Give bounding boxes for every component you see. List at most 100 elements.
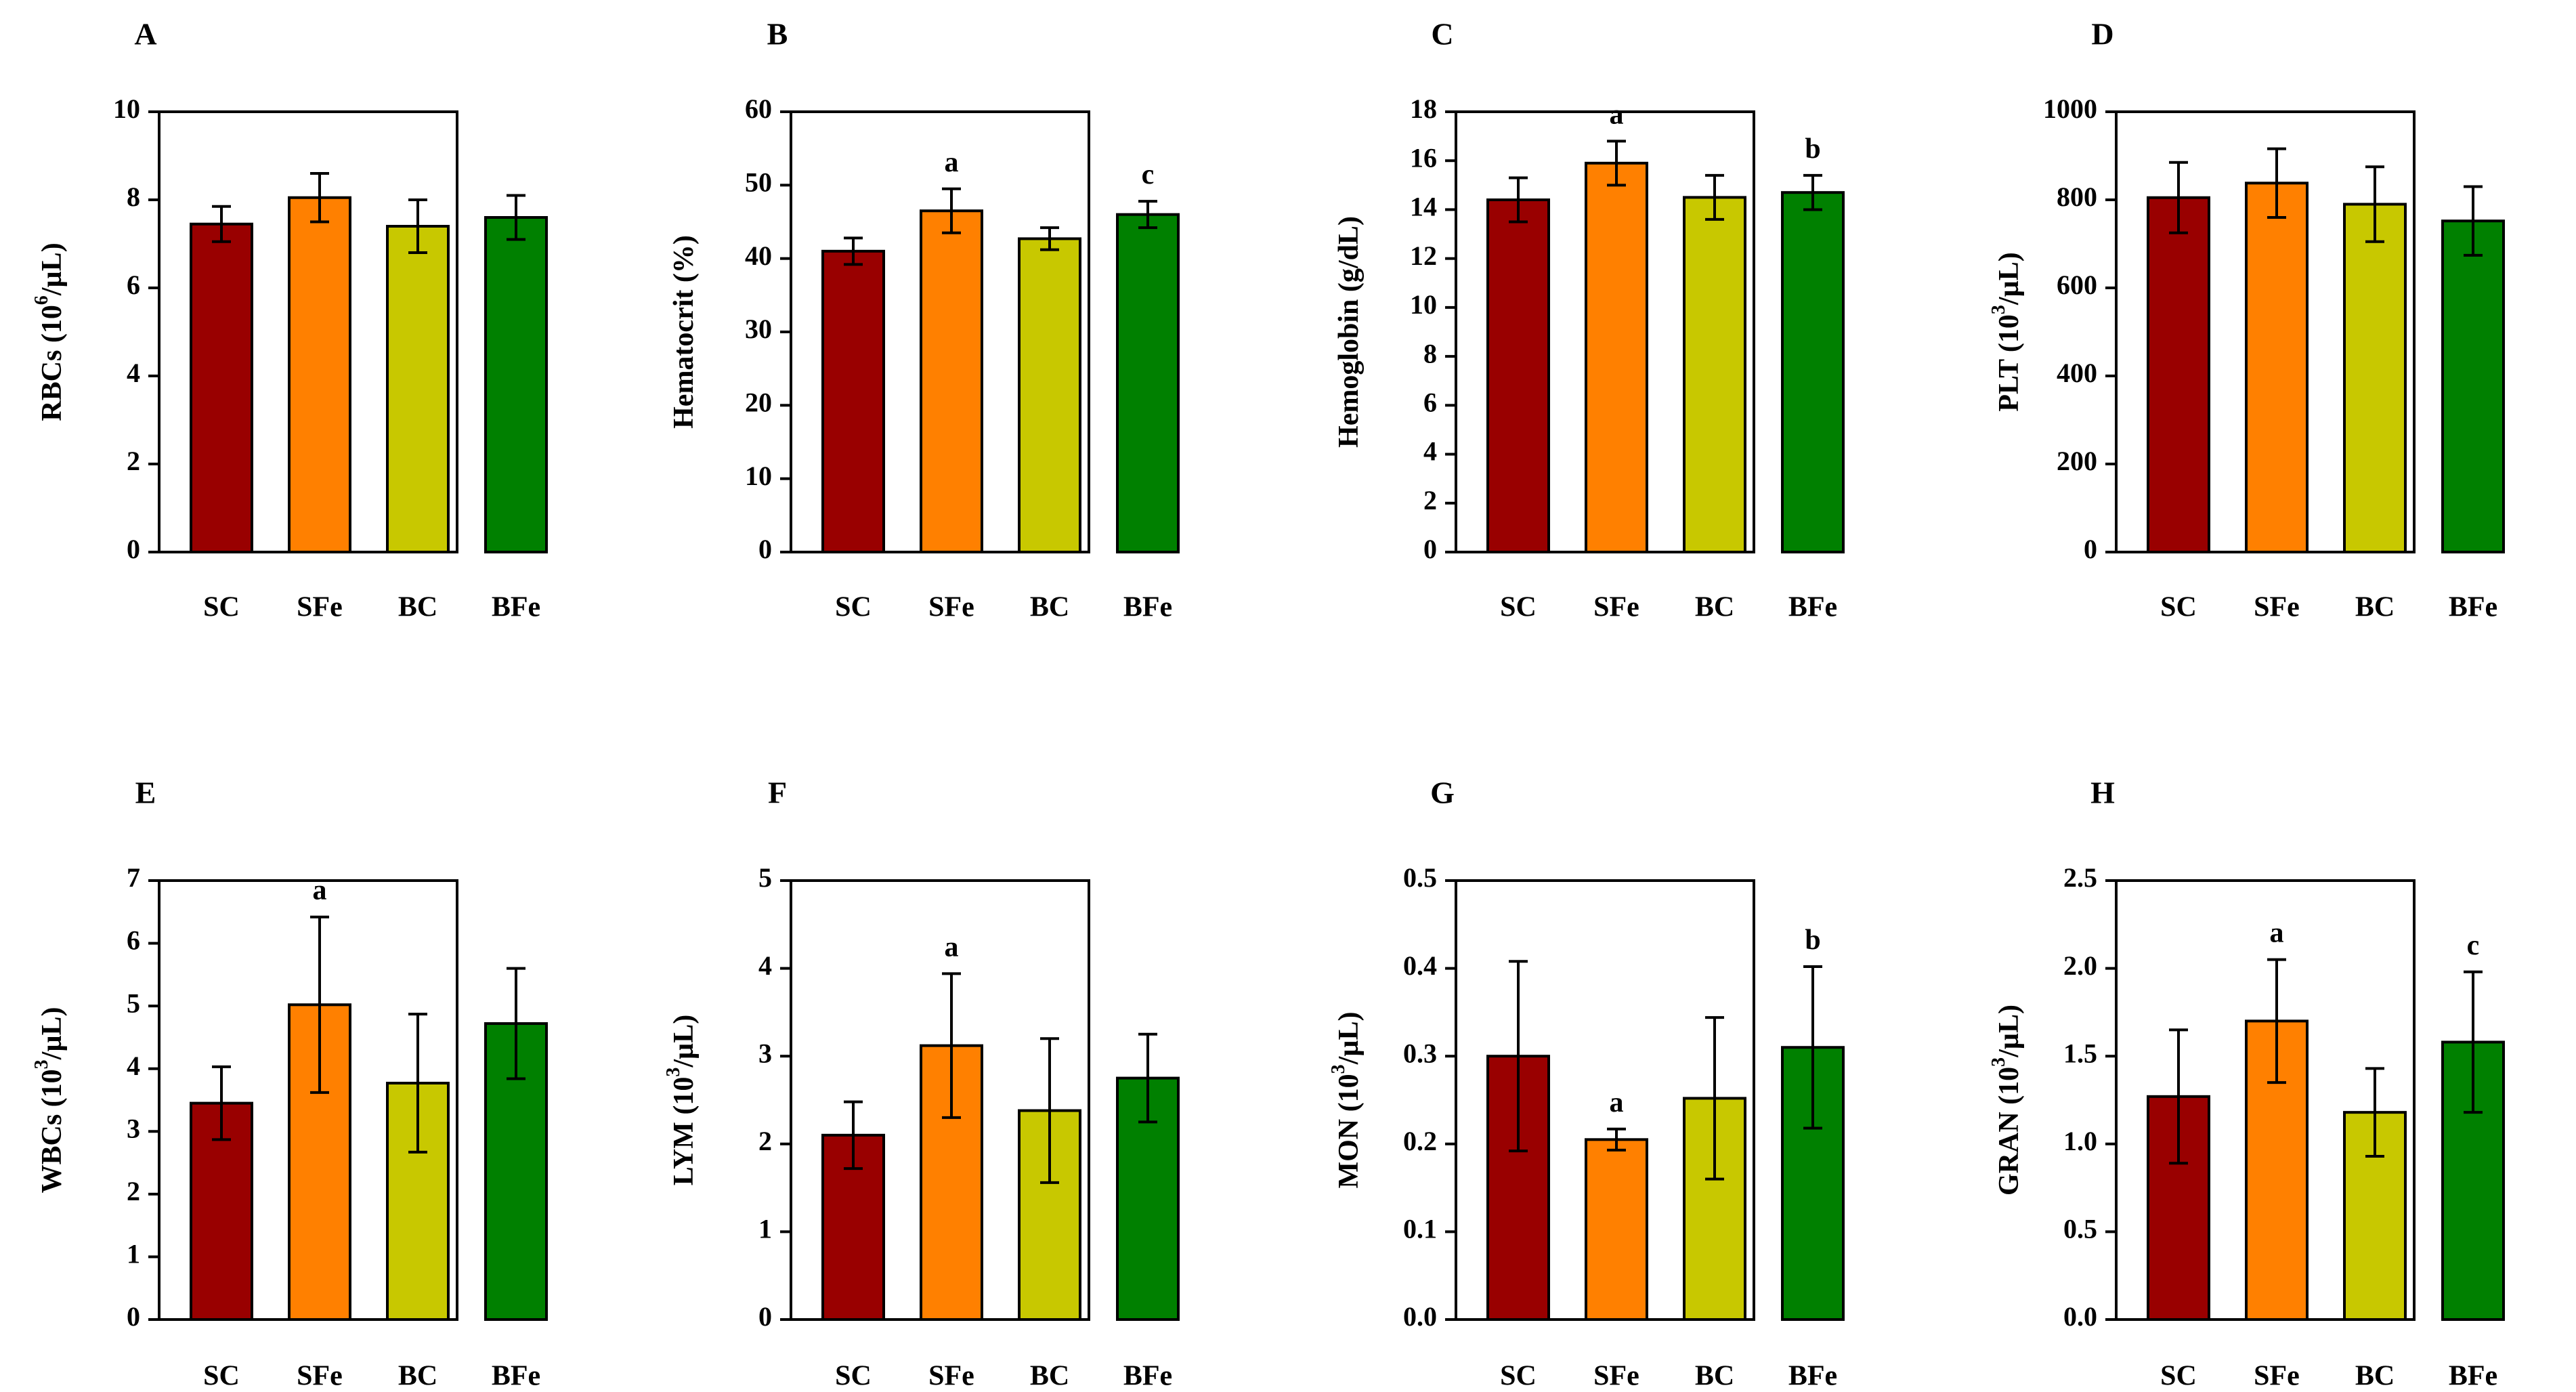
y-tick-label: 0 — [1423, 534, 1437, 564]
y-tick-label: 0 — [2084, 534, 2097, 564]
x-tick-label: SC — [2160, 592, 2197, 623]
x-tick-label: SC — [835, 592, 872, 623]
x-tick-label: BFe — [492, 592, 540, 623]
y-tick-label: 0.2 — [1403, 1126, 1437, 1156]
y-axis-label: RBCs (106/µL) — [31, 242, 67, 421]
y-tick-label: 400 — [2057, 358, 2097, 388]
x-tick-label: SFe — [928, 1361, 974, 1392]
significance-letter: a — [1610, 99, 1624, 130]
significance-letter: c — [2467, 930, 2480, 961]
panel-letter: H — [2090, 776, 2115, 810]
y-tick-label: 12 — [1410, 240, 1437, 271]
y-tick-label: 0.4 — [1403, 950, 1437, 981]
y-tick-label: 0 — [758, 534, 772, 564]
y-axis-label-main: PLT (10 — [1994, 314, 2025, 412]
y-tick-label: 50 — [745, 167, 772, 198]
y-tick-label: 16 — [1410, 142, 1437, 173]
x-tick-label: SC — [203, 592, 240, 623]
x-tick-label: SFe — [928, 592, 974, 623]
y-axis-label: PLT (103/µL) — [1988, 252, 2024, 411]
x-tick-label: SFe — [297, 592, 343, 623]
y-tick-label: 5 — [127, 988, 140, 1018]
bar-sfe — [288, 196, 351, 553]
y-tick-label: 2 — [758, 1126, 772, 1156]
significance-letter: a — [313, 875, 327, 906]
x-tick-label: SFe — [1593, 1361, 1639, 1392]
chart-panel-b: B 0 10 20 30 40 50 60 Hematocrit (%) SC a SFe BC c BFe — [668, 17, 1180, 623]
panel-letter: B — [767, 17, 788, 51]
y-tick-label: 40 — [745, 240, 772, 271]
x-tick-label: BC — [398, 592, 437, 623]
x-tick-label: BC — [2355, 1361, 2395, 1392]
y-axis-label-main: WBCs (10 — [37, 1069, 68, 1193]
significance-letter: a — [1610, 1087, 1624, 1118]
y-tick-label: 3 — [758, 1038, 772, 1068]
y-axis-label-main: Hemoglobin (g/dL) — [1333, 216, 1365, 448]
y-tick-label: 10 — [745, 461, 772, 491]
x-tick-label: BFe — [1123, 1361, 1172, 1392]
panel-letter: G — [1430, 776, 1455, 810]
bar-sc — [1486, 1055, 1550, 1321]
bar-bfe — [2441, 219, 2505, 553]
x-tick-label: BFe — [2449, 592, 2497, 623]
x-tick-label: BC — [1695, 1361, 1734, 1392]
x-tick-label: SC — [835, 1361, 872, 1392]
y-tick-label: 6 — [1423, 387, 1437, 418]
y-axis-label-superscript: 3 — [1328, 1064, 1349, 1074]
x-tick-label: BC — [1695, 592, 1734, 623]
bar-bfe — [484, 216, 548, 553]
significance-letter: a — [945, 931, 959, 963]
significance-letter: b — [1805, 133, 1820, 165]
y-tick-label: 0 — [758, 1301, 772, 1332]
y-tick-label: 0.5 — [2063, 1214, 2097, 1244]
y-tick-label: 10 — [113, 93, 140, 124]
y-tick-label: 20 — [745, 387, 772, 418]
y-tick-label: 2 — [127, 1176, 140, 1206]
y-tick-label: 600 — [2057, 270, 2097, 300]
y-axis-label: WBCs (103/µL) — [31, 1007, 67, 1193]
x-tick-label: SC — [203, 1361, 240, 1392]
y-tick-label: 7 — [127, 862, 140, 893]
x-tick-label: BFe — [1123, 592, 1172, 623]
y-tick-label: 1.0 — [2063, 1126, 2097, 1156]
y-tick-label: 1 — [127, 1239, 140, 1269]
y-tick-label: 30 — [745, 314, 772, 344]
y-axis-label-superscript: 3 — [663, 1068, 684, 1077]
x-tick-label: SC — [1500, 592, 1537, 623]
y-axis-label: MON (103/µL) — [1328, 1011, 1364, 1188]
x-tick-label: BFe — [1788, 592, 1837, 623]
bar-bc — [2343, 203, 2407, 553]
panel-letter: E — [135, 776, 156, 810]
bar-sc — [821, 249, 885, 553]
y-tick-label: 2 — [127, 446, 140, 476]
y-tick-label: 4 — [1423, 436, 1437, 467]
y-tick-label: 4 — [758, 950, 772, 981]
y-tick-label: 10 — [1410, 289, 1437, 320]
significance-letter: b — [1805, 925, 1820, 956]
y-axis-label-unit: /µL) — [37, 242, 68, 296]
bar-sfe — [1585, 161, 1648, 554]
y-axis-label-main: LYM (10 — [668, 1077, 700, 1186]
y-axis-label-main: RBCs (10 — [37, 305, 68, 421]
chart-panel-g: G 0.0 0.1 0.2 0.3 0.4 0.5 MON (103/µL) SC a SFe BC b… — [1328, 776, 1845, 1392]
chart-panel-d: D 0 200 400 600 800 1000 PLT (103/µL) SC SFe BC BFe — [1988, 17, 2505, 623]
bar-sc — [2147, 196, 2210, 553]
x-tick-label: BC — [2355, 592, 2395, 623]
y-tick-label: 0 — [127, 534, 140, 564]
y-axis-label-superscript: 3 — [31, 1059, 52, 1069]
bar-bfe — [1781, 191, 1845, 553]
x-tick-label: BFe — [2449, 1361, 2497, 1392]
bar-sfe — [1585, 1138, 1648, 1321]
panel-letter: F — [768, 776, 787, 810]
x-tick-label: BC — [1030, 1361, 1069, 1392]
panel-letter: C — [1431, 17, 1453, 51]
y-axis-label-main: Hematocrit (%) — [668, 235, 700, 429]
y-tick-label: 2.0 — [2063, 950, 2097, 981]
y-axis-label-superscript: 3 — [1988, 305, 2009, 314]
bar-sc — [190, 222, 253, 553]
y-axis-label-superscript: 3 — [1988, 1057, 2009, 1067]
y-tick-label: 0.1 — [1403, 1214, 1437, 1244]
y-axis-label-main: MON (10 — [1333, 1074, 1365, 1188]
y-axis-label: GRAN (103/µL) — [1988, 1005, 2024, 1196]
y-tick-label: 0.0 — [2063, 1301, 2097, 1332]
